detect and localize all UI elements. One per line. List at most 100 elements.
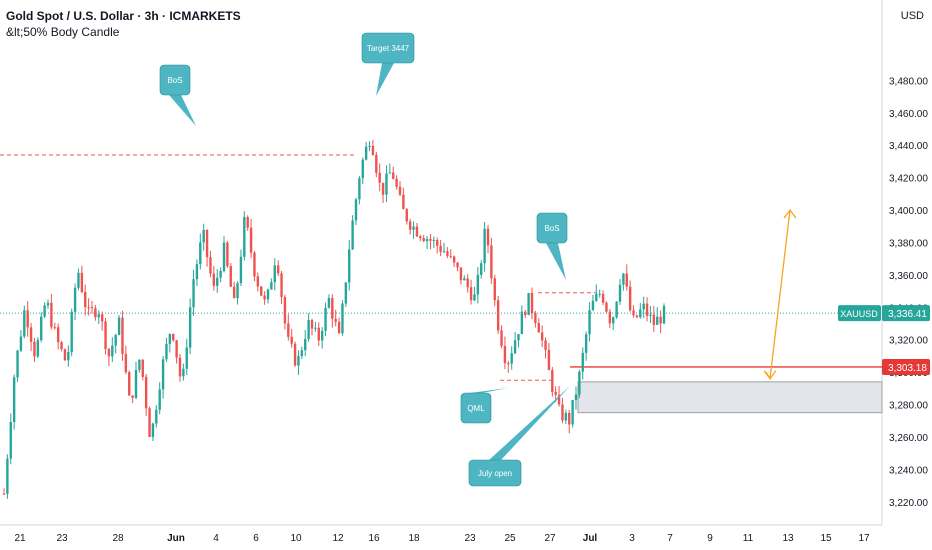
candle-body xyxy=(87,307,90,309)
candle-body xyxy=(517,334,520,341)
candle-body xyxy=(94,308,97,318)
candle-body xyxy=(19,336,23,351)
candle-body xyxy=(90,307,94,309)
candle-body xyxy=(358,178,361,200)
x-tick-label: 7 xyxy=(667,533,673,544)
candle-body xyxy=(246,217,249,228)
level-price-label-text: 3,303.18 xyxy=(888,363,927,374)
candle-body xyxy=(618,284,622,302)
candle-body xyxy=(534,313,537,323)
candle-body xyxy=(520,311,524,335)
candle-body xyxy=(266,289,270,300)
candle-body xyxy=(547,349,551,371)
candle-body xyxy=(46,302,50,306)
candle-body xyxy=(557,394,561,405)
candle-body xyxy=(476,274,480,295)
arrow-head xyxy=(783,208,797,219)
candle-body xyxy=(226,242,229,267)
candle-body xyxy=(510,353,513,364)
candle-body xyxy=(469,287,473,301)
candle-body xyxy=(182,368,185,377)
candle-body xyxy=(439,245,442,252)
candle-body xyxy=(574,394,578,401)
candle-body xyxy=(310,320,314,329)
candle-body xyxy=(331,298,334,319)
demand-zone xyxy=(577,381,883,414)
candle-body xyxy=(232,286,236,299)
projection-arrow xyxy=(765,209,791,381)
candle-body xyxy=(80,272,84,293)
candle-body xyxy=(33,341,36,357)
candle-body xyxy=(659,316,662,324)
x-tick-label: 17 xyxy=(858,533,870,544)
candle-body xyxy=(273,265,276,283)
candle-body xyxy=(70,311,73,352)
candle-body xyxy=(276,265,280,274)
symbol-tag-text: XAUUSD xyxy=(840,309,878,319)
x-tick-label: 16 xyxy=(368,533,380,544)
currency-label[interactable]: USD xyxy=(900,10,924,22)
candle-body xyxy=(178,357,182,377)
candle-body xyxy=(97,314,100,318)
y-tick-label: 3,400.00 xyxy=(889,206,928,217)
x-tick-label: 10 xyxy=(290,533,302,544)
candle-body xyxy=(287,323,290,337)
candle-body xyxy=(632,310,635,316)
candle-body xyxy=(100,314,104,322)
symbol-tag xyxy=(838,305,881,322)
last-price-label-text: 3,336.41 xyxy=(888,309,927,320)
candle-body xyxy=(77,272,80,288)
candle-body xyxy=(588,310,591,335)
candle-body xyxy=(598,293,601,295)
candle-body xyxy=(385,173,388,195)
candle-body xyxy=(368,145,371,147)
candle-body xyxy=(297,356,300,366)
candle-body xyxy=(165,343,168,360)
candle-body xyxy=(40,316,43,341)
candle-body xyxy=(341,303,344,334)
candle-body xyxy=(622,273,625,285)
candle-body xyxy=(131,395,134,398)
candle-body xyxy=(395,178,398,187)
candle-body xyxy=(449,255,452,257)
candle-body xyxy=(378,172,381,183)
x-tick-label: 4 xyxy=(213,533,219,544)
candle-body xyxy=(612,317,615,324)
candle-body xyxy=(84,292,87,308)
callout-qml-text: QML xyxy=(467,404,485,413)
x-tick-label: 23 xyxy=(56,533,68,544)
y-tick-label: 3,420.00 xyxy=(889,174,928,185)
candle-body xyxy=(270,282,273,290)
candle-body xyxy=(304,339,307,351)
candle-body xyxy=(293,343,297,366)
candle-body xyxy=(256,276,260,287)
x-tick-label: 18 xyxy=(408,533,420,544)
candle-body xyxy=(591,300,595,311)
candle-body xyxy=(253,252,256,277)
candle-body xyxy=(419,236,422,239)
y-tick-label: 3,260.00 xyxy=(889,433,928,444)
candle-body xyxy=(436,239,439,246)
candle-body xyxy=(320,330,324,341)
candle-body xyxy=(527,292,530,315)
candle-body xyxy=(209,257,212,274)
candle-body xyxy=(202,229,205,243)
candle-body xyxy=(605,302,608,312)
candle-body xyxy=(642,303,645,310)
candle-body xyxy=(344,282,348,304)
candle-body xyxy=(111,345,114,357)
candle-body xyxy=(144,376,148,409)
callout-qml xyxy=(460,392,492,424)
candle-body xyxy=(490,245,493,279)
last-price-label xyxy=(882,305,930,322)
callout-bos-1-pointer xyxy=(169,95,196,126)
candle-body xyxy=(628,286,632,311)
candle-body xyxy=(402,194,405,210)
candle-body xyxy=(192,279,195,308)
candle-body xyxy=(473,294,476,301)
candle-body xyxy=(53,327,56,329)
x-tick-label: 28 xyxy=(112,533,124,544)
candle-body xyxy=(392,172,395,179)
callout-bos-2-text: BoS xyxy=(544,224,559,233)
